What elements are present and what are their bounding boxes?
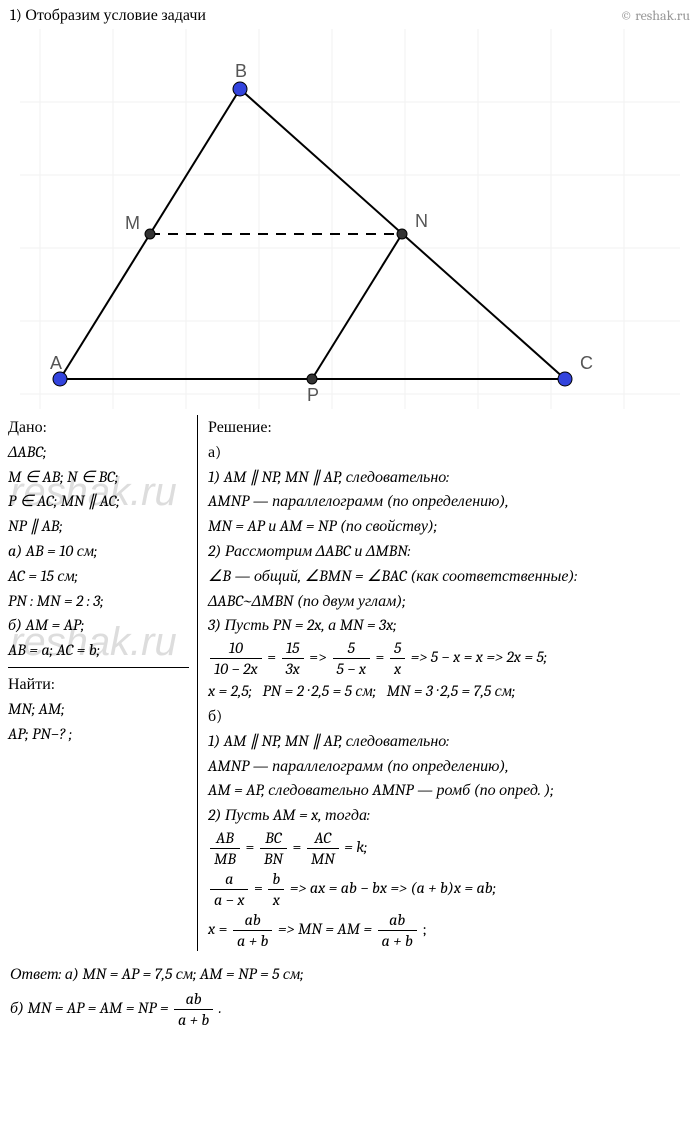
sol-frac-line: 1010 − 2x = 153x => 55 − x = 5x => 5 − x…: [208, 638, 692, 679]
solution-column: Решение: а) 1) AM ∥ NP, MN ∥ AP, следова…: [198, 415, 692, 951]
given-line: a) AB = 10 см;: [8, 539, 189, 564]
given-line: NP ∥ AB;: [8, 514, 189, 539]
given-separator: [8, 667, 189, 668]
svg-text:M: M: [125, 213, 140, 233]
sol-line: x = 2,5; PN = 2 · 2,5 = 5 см; MN = 3 · 2…: [208, 679, 692, 704]
page-title: 1) Отобразим условие задачи: [10, 6, 206, 25]
answer-a: Ответ: а) MN = AP = 7,5 см; AM = NP = 5 …: [10, 959, 690, 989]
given-column: Дано: ΔABC;M ∈ AB; N ∈ BC;P ∈ AC; MN ∥ A…: [8, 415, 198, 951]
given-line: ΔABC;: [8, 440, 189, 465]
given-line: AC = 15 см;: [8, 564, 189, 589]
find-line: MN; AM;: [8, 697, 189, 722]
find-line: AP; PN−? ;: [8, 722, 189, 747]
svg-text:A: A: [50, 353, 62, 373]
part-b-label: б): [208, 704, 692, 729]
sol-line: ∠B — общий, ∠BMN = ∠BAC (как соответстве…: [208, 564, 692, 589]
given-line: M ∈ AB; N ∈ BC;: [8, 465, 189, 490]
sol-line: 3) Пусть PN = 2x, а MN = 3x;: [208, 613, 692, 638]
given-line: PN : MN = 2 : 3;: [8, 589, 189, 614]
svg-text:N: N: [415, 211, 428, 231]
watermark: © reshak.ru: [620, 7, 690, 24]
sol-line: MN = AP и AM = NP (по свойству);: [208, 514, 692, 539]
given-heading: Дано:: [8, 415, 189, 440]
given-line: AB = a; AC = b;: [8, 638, 189, 663]
svg-text:B: B: [235, 61, 247, 81]
sol-line: AMNP — параллелограмм (по определению),: [208, 754, 692, 779]
sol-frac-line: aa − x = bx => ax = ab − bx => (a + b)x …: [208, 869, 692, 910]
sol-line: 1) AM ∥ NP, MN ∥ AP, следовательно:: [208, 465, 692, 490]
sol-line: ΔABC~ΔMBN (по двум углам);: [208, 589, 692, 614]
answer-block: Ответ: а) MN = AP = 7,5 см; AM = NP = 5 …: [0, 953, 700, 1040]
sol-line: 2) Пусть AM = x, тогда:: [208, 803, 692, 828]
content: Дано: ΔABC;M ∈ AB; N ∈ BC;P ∈ AC; MN ∥ A…: [0, 409, 700, 953]
given-line: б) AM = AP;: [8, 613, 189, 638]
svg-text:C: C: [580, 353, 593, 373]
sol-frac-line: ABMB = BCBN = ACMN = k;: [208, 828, 692, 869]
sol-line: AM = AP, следовательно AMNP — ромб (по о…: [208, 778, 692, 803]
answer-b: б) MN = AP = AM = NP = aba + b .: [10, 989, 690, 1030]
sol-line: 2) Рассмотрим ΔABC и ΔMBN:: [208, 539, 692, 564]
find-heading: Найти:: [8, 672, 189, 697]
geometry-diagram: A B C M N P: [20, 29, 680, 409]
sol-line: AMNP — параллелограмм (по определению),: [208, 489, 692, 514]
header: 1) Отобразим условие задачи © reshak.ru: [0, 0, 700, 29]
solution-heading: Решение:: [208, 415, 692, 440]
sol-frac-line: x = aba + b => MN = AM = aba + b ;: [208, 910, 692, 951]
svg-text:P: P: [307, 385, 319, 405]
sol-line: 1) AM ∥ NP, MN ∥ AP, следовательно:: [208, 729, 692, 754]
given-line: P ∈ AC; MN ∥ AC;: [8, 489, 189, 514]
part-a-label: а): [208, 440, 692, 465]
